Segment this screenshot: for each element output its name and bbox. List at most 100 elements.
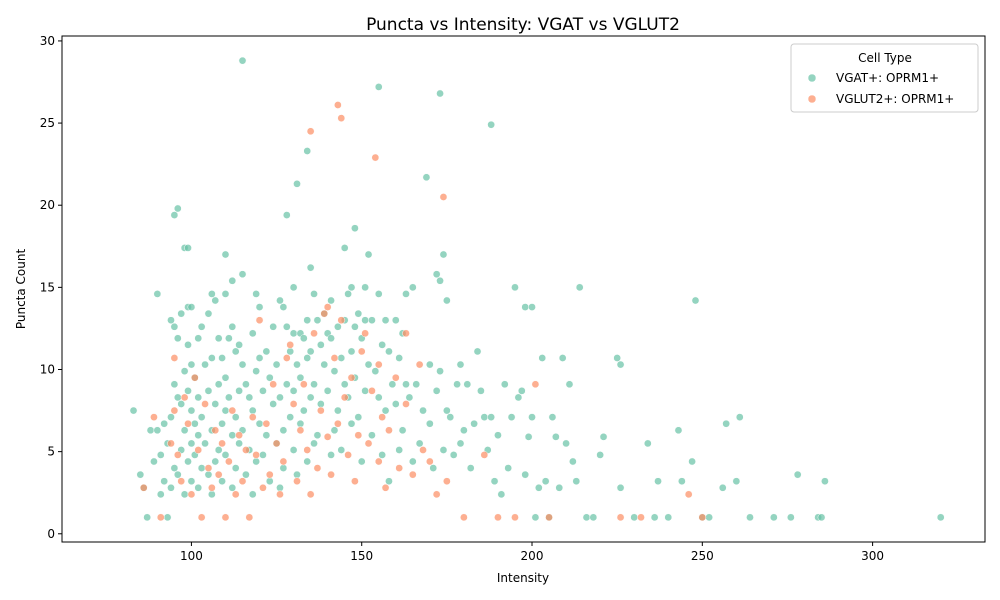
vgat-point <box>722 419 731 428</box>
vgat-point <box>347 347 356 356</box>
vglut2-point <box>156 513 165 522</box>
vgat-point <box>235 387 243 395</box>
vgat-point <box>582 513 591 522</box>
vglut2-point <box>361 329 369 338</box>
y-axis: 0 5 10 15 20 25 30 <box>40 34 62 541</box>
vgat-point <box>184 457 192 466</box>
vglut2-point <box>180 393 189 402</box>
vgat-point <box>936 513 945 522</box>
vgat-point <box>412 380 421 389</box>
vgat-point <box>408 457 417 466</box>
vgat-point <box>276 296 284 305</box>
vglut2-point <box>364 439 373 448</box>
vgat-point <box>269 322 278 331</box>
vgat-point <box>262 431 271 440</box>
vgat-point <box>204 387 213 395</box>
vgat-point <box>167 413 175 421</box>
vgat-point <box>153 426 162 435</box>
vgat-point <box>470 419 478 428</box>
vgat-point <box>511 283 519 292</box>
vglut2-point <box>323 303 332 311</box>
vglut2-point <box>432 490 441 499</box>
vgat-point <box>436 276 444 285</box>
vgat-point <box>821 477 829 486</box>
vgat-point <box>170 211 179 219</box>
vgat-point <box>276 393 284 402</box>
vgat-point <box>381 316 390 325</box>
vgat-point <box>242 380 250 389</box>
y-tick-label: 5 <box>47 445 55 459</box>
vgat-point <box>228 322 237 331</box>
vglut2-point <box>225 457 233 466</box>
vglut2-point <box>494 513 502 522</box>
vgat-point <box>817 513 826 522</box>
vgat-point <box>487 120 495 129</box>
vglut2-point <box>306 127 315 136</box>
vglut2-point <box>262 419 271 428</box>
vgat-point <box>238 360 247 369</box>
vglut2-point <box>286 341 295 349</box>
vglut2-point <box>173 451 182 459</box>
vgat-point <box>167 483 175 492</box>
vgat-point <box>235 341 243 349</box>
vgat-point <box>201 360 209 369</box>
vgat-point <box>425 419 434 428</box>
vgat-point <box>347 419 356 428</box>
vgat-point <box>357 457 366 466</box>
vgat-point <box>630 513 639 522</box>
vgat-point <box>180 426 189 435</box>
vgat-point <box>170 380 179 389</box>
vgat-point <box>293 180 301 188</box>
vgat-point <box>194 431 203 440</box>
vgat-point <box>466 464 475 472</box>
vgat-point <box>180 490 189 499</box>
vgat-point <box>218 354 226 362</box>
x-tick-label: 150 <box>350 549 373 563</box>
vgat-point <box>173 204 182 213</box>
vgat-point <box>187 477 196 486</box>
vglut2-point <box>303 446 312 454</box>
vglut2-point <box>170 406 179 415</box>
vgat-point <box>517 387 526 395</box>
vgat-point <box>208 354 216 362</box>
vglut2-point <box>334 101 342 109</box>
vgat-point <box>279 303 288 311</box>
vgat-point <box>173 470 182 479</box>
vgat-point <box>405 393 414 402</box>
vgat-point <box>177 309 186 318</box>
vgat-point <box>231 464 240 472</box>
vgat-point <box>221 451 230 459</box>
vgat-point <box>129 406 138 415</box>
vgat-point <box>456 439 465 448</box>
vgat-point <box>391 400 400 408</box>
vgat-point <box>500 380 509 389</box>
vgat-point <box>150 457 158 466</box>
vgat-point <box>504 464 513 472</box>
vgat-point <box>521 303 530 311</box>
vgat-point <box>194 334 203 343</box>
vgat-point <box>528 413 536 421</box>
vgat-point <box>521 470 530 479</box>
vglut2-point <box>419 446 427 454</box>
vgat-point <box>242 470 250 479</box>
vgat-point <box>276 483 284 492</box>
vgat-point <box>449 451 458 459</box>
vglut2-point <box>480 451 489 459</box>
vgat-point <box>177 400 186 408</box>
vgat-point <box>187 360 196 369</box>
vgat-point <box>173 334 182 343</box>
vgat-point <box>228 483 237 492</box>
vgat-point <box>252 367 260 375</box>
legend-label-vgat: VGAT+: OPRM1+ <box>836 71 939 85</box>
vgat-point <box>303 354 312 362</box>
vgat-point <box>558 354 567 362</box>
vgat-point <box>306 263 315 272</box>
vgat-point <box>218 419 226 428</box>
vgat-point <box>269 400 278 408</box>
vgat-point <box>460 426 468 435</box>
vgat-point <box>238 56 247 65</box>
vgat-point <box>402 380 410 389</box>
vgat-point <box>463 380 472 389</box>
vgat-point <box>228 431 237 440</box>
vgat-point <box>678 477 686 486</box>
